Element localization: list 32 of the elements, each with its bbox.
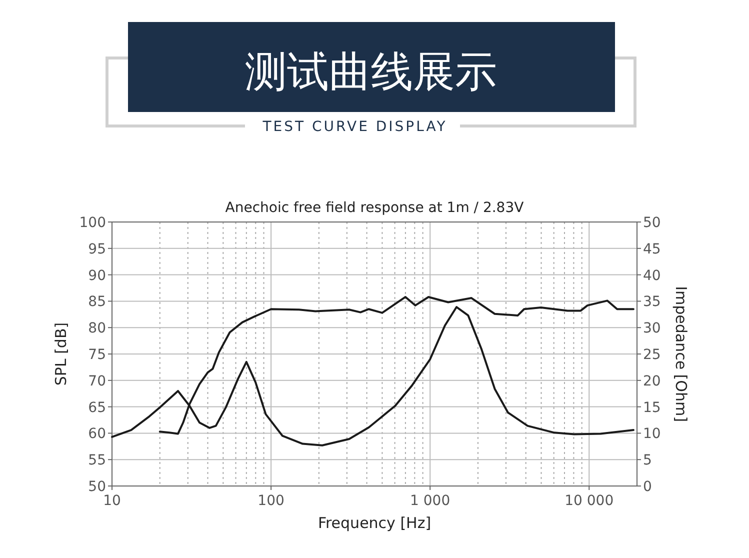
y2-tick-label: 35: [643, 294, 661, 310]
x-tick-label: 100: [258, 493, 284, 509]
chart-title: 测试曲线展示: [245, 48, 497, 95]
y2-tick-label: 20: [643, 373, 661, 390]
chart-subtitle: TEST CURVE DISPLAY: [262, 119, 448, 135]
y2-tick-label: 40: [643, 268, 661, 284]
y2-tick-label: 0: [643, 479, 652, 495]
x-tick-label: 10: [103, 493, 121, 509]
y-tick-label: 70: [88, 373, 106, 390]
y-tick-label: 80: [88, 320, 106, 337]
y-tick-label: 75: [88, 347, 106, 363]
y2-tick-label: 25: [643, 347, 661, 363]
x-axis-title: Frequency [Hz]: [318, 514, 432, 532]
y-tick-label: 50: [88, 479, 106, 495]
x-tick-label: 1 000: [410, 493, 450, 509]
y2-tick-label: 30: [643, 320, 661, 337]
y-tick-label: 55: [88, 452, 106, 469]
y2-tick-label: 50: [643, 215, 661, 231]
y2-tick-label: 10: [643, 426, 661, 442]
y2-tick-label: 15: [643, 400, 661, 416]
text: Anechoic free field response at 1m / 2.83V: [225, 200, 524, 216]
y-tick-label: 100: [79, 215, 106, 231]
y-tick-label: 65: [88, 400, 106, 416]
x-tick-label: 10 000: [564, 493, 614, 509]
y-tick-label: 90: [88, 268, 106, 284]
y-tick-label: 95: [88, 241, 106, 258]
y2-tick-label: 5: [643, 452, 652, 469]
y2-axis-title: Impedance [Ohm]: [672, 286, 690, 422]
y-tick-label: 85: [88, 294, 106, 310]
y-axis-title: SPL [dB]: [52, 322, 70, 386]
y2-tick-label: 45: [643, 241, 661, 258]
y-tick-label: 60: [88, 426, 106, 442]
